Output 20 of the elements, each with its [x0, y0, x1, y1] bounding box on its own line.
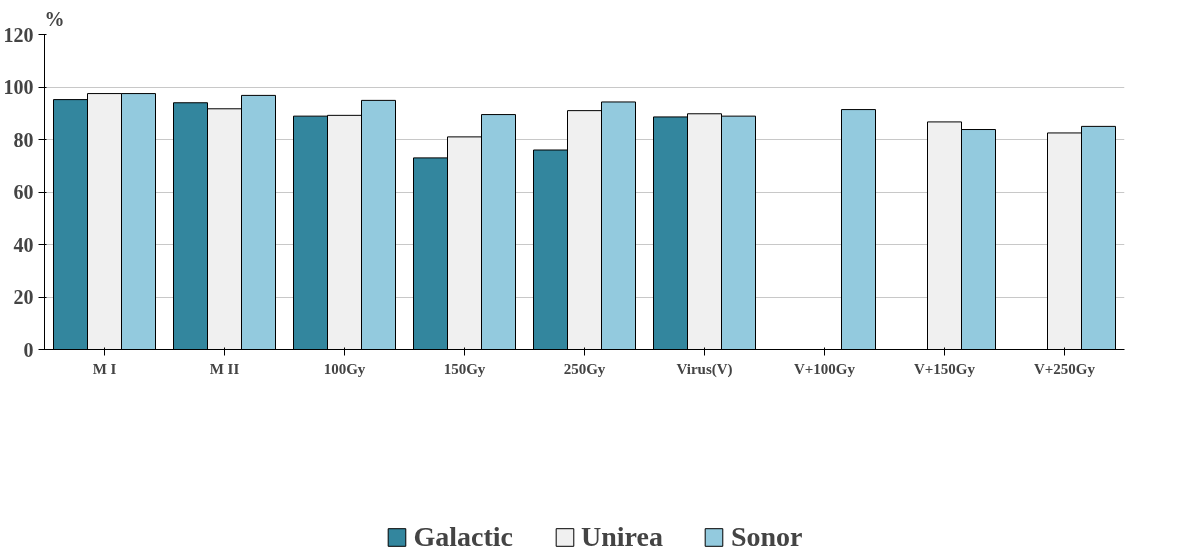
y-axis-title: %: [44, 7, 65, 30]
legend-label: Sonor: [730, 520, 803, 547]
y-tick-label: 20: [13, 286, 34, 308]
x-tick-label: 250Gy: [563, 360, 606, 377]
x-tick-label: 100Gy: [323, 360, 366, 377]
x-tick-label: V+100Gy: [793, 360, 856, 377]
y-tick-label: 80: [13, 128, 34, 151]
x-tick-label: 150Gy: [443, 360, 486, 377]
x-tick-label: M I: [92, 360, 117, 377]
y-tick-label: 60: [13, 181, 34, 203]
x-tick-label: V+250Gy: [1033, 360, 1096, 377]
x-tick-label: M II: [209, 360, 240, 377]
x-tick-label: Virus(V): [676, 360, 733, 378]
y-tick-label: 40: [13, 233, 34, 256]
y-tick-label: 120: [3, 23, 34, 46]
legend-label: Galactic: [413, 520, 513, 547]
y-tick-label: 0: [23, 338, 34, 361]
legend-label: Unirea: [581, 520, 663, 547]
y-tick-label: 100: [3, 76, 34, 98]
x-tick-label: V+150Gy: [913, 360, 976, 377]
